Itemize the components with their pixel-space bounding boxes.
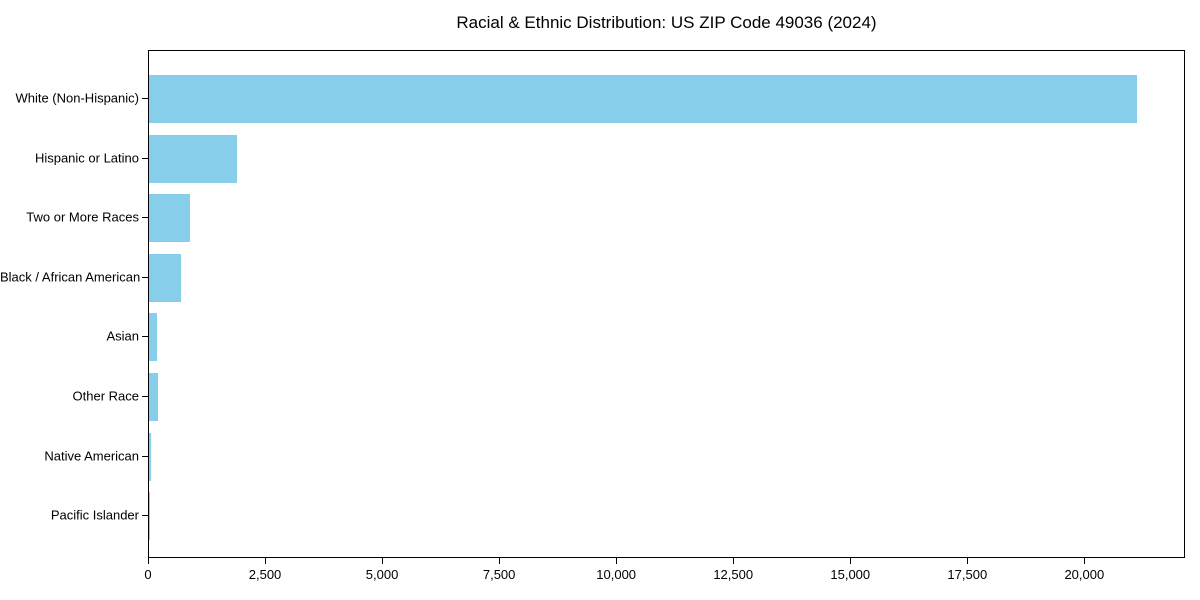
bar-hispanic-or-latino [149, 134, 238, 183]
y-label-white-non-hispanic: White (Non-Hispanic) [15, 90, 139, 106]
x-tick-0 [148, 558, 149, 564]
x-tick-label-0: 0 [144, 567, 152, 582]
x-tick-15000 [850, 558, 852, 564]
x-tick-label-7500: 7,500 [482, 567, 516, 582]
x-tick-label-17500: 17,500 [947, 567, 988, 582]
y-tick-other-race [142, 396, 148, 397]
y-label-two-or-more-races: Two or More Races [26, 209, 139, 225]
y-tick-white-non-hispanic [142, 98, 148, 99]
x-tick-label-15000: 15,000 [830, 567, 871, 582]
y-tick-hispanic-or-latino [142, 157, 148, 159]
y-label-native-american: Native American [44, 448, 139, 464]
x-tick-10000 [616, 558, 618, 564]
y-label-hispanic-or-latino: Hispanic or Latino [34, 150, 139, 166]
x-tick-label-5000: 5,000 [365, 567, 399, 582]
x-tick-20000 [1084, 558, 1086, 564]
y-tick-pacific-islander [142, 515, 148, 517]
y-label-other-race: Other Race [72, 388, 139, 404]
x-tick-5000 [382, 558, 384, 564]
x-tick-7500 [499, 558, 501, 564]
x-tick-label-20000: 20,000 [1064, 567, 1105, 582]
y-label-asian: Asian [106, 328, 139, 344]
x-tick-17500 [967, 558, 969, 564]
x-tick-label-2500: 2,500 [248, 567, 282, 582]
chart-title: Racial & Ethnic Distribution: US ZIP Cod… [456, 13, 877, 32]
bar-two-or-more-races [149, 194, 190, 243]
y-tick-black-african-american [142, 276, 148, 278]
y-tick-native-american [142, 455, 148, 457]
bar-asian [149, 313, 158, 362]
y-label-pacific-islander: Pacific Islander [50, 507, 139, 523]
bar-white-non-hispanic [149, 75, 1137, 123]
x-tick-label-10000: 10,000 [596, 567, 637, 582]
x-tick-label-12500: 12,500 [713, 567, 754, 582]
y-tick-asian [142, 336, 148, 338]
y-label-black-african-american: Black / African American [0, 269, 141, 285]
bar-native-american [149, 432, 151, 481]
x-tick-12500 [733, 558, 735, 564]
bar-black-african-american [149, 253, 182, 302]
plot-area [148, 50, 1185, 558]
bar-other-race [149, 373, 159, 421]
x-tick-2500 [265, 558, 267, 564]
y-tick-two-or-more-races [142, 217, 148, 219]
